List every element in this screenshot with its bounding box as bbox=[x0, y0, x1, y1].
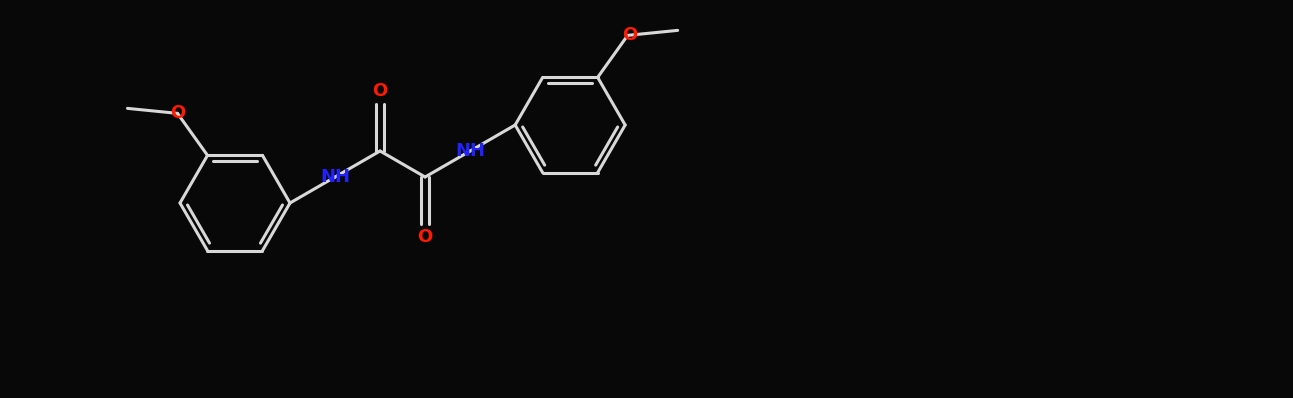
Text: NH: NH bbox=[455, 142, 485, 160]
Text: O: O bbox=[372, 82, 388, 100]
Text: O: O bbox=[418, 228, 433, 246]
Text: O: O bbox=[622, 26, 637, 44]
Text: NH: NH bbox=[321, 168, 350, 186]
Text: O: O bbox=[169, 104, 185, 122]
